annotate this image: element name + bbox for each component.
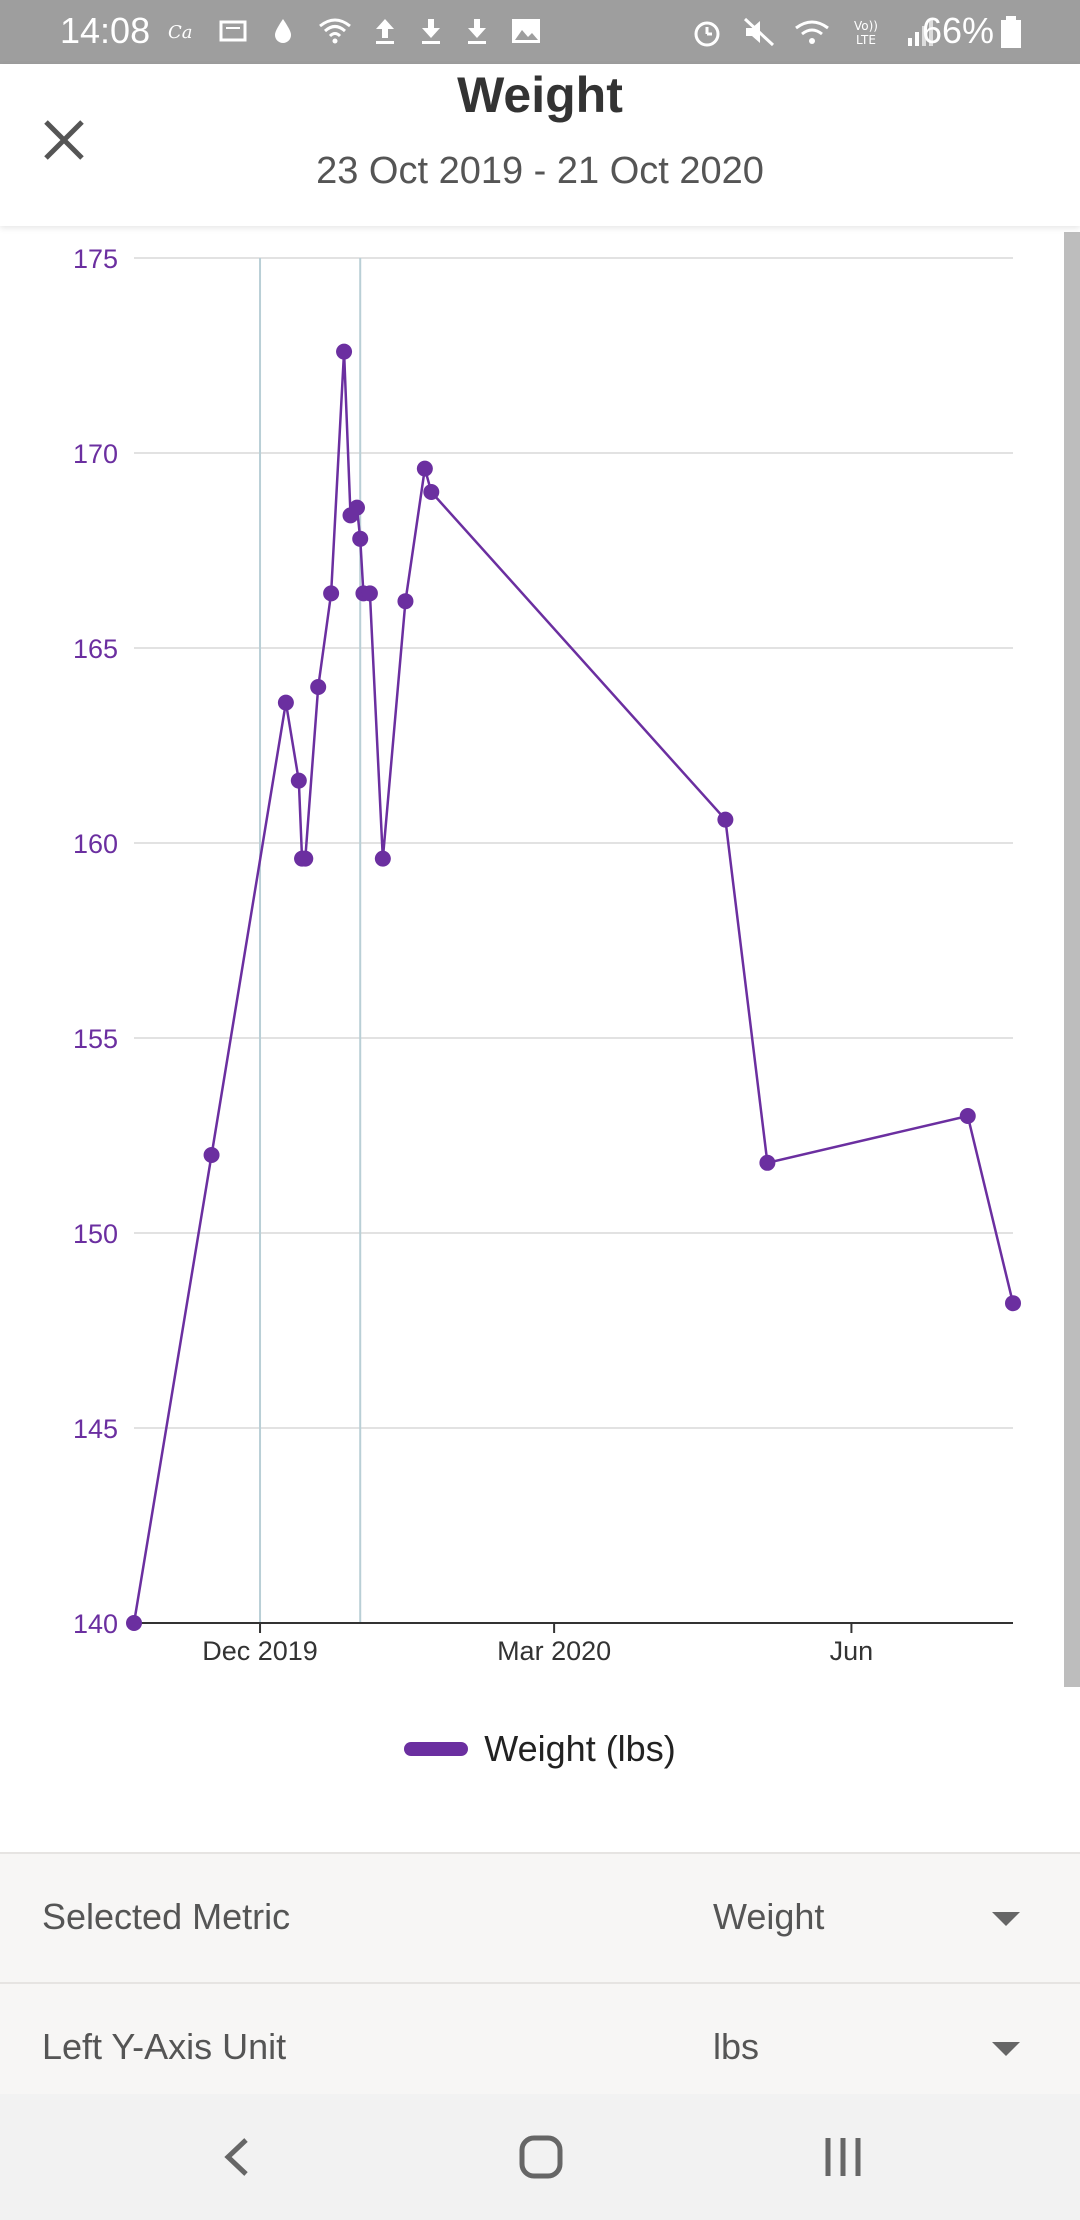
selected-metric-label: Selected Metric	[42, 1896, 291, 1937]
status-bar: 14:08 Ca Vo)) LTE 66%	[0, 0, 1080, 64]
signal-icon	[908, 20, 933, 46]
upload-icon	[376, 19, 394, 44]
dropdown-caret-icon	[992, 2042, 1020, 2056]
left-y-axis-unit-value: lbs	[713, 2026, 760, 2067]
scrollbar[interactable]	[1064, 232, 1080, 1687]
battery-icon	[1001, 16, 1021, 48]
volte-icon: Vo))LTE	[854, 19, 878, 47]
news-icon	[219, 20, 247, 42]
data-point	[374, 850, 391, 867]
wifi-calling-icon	[795, 20, 829, 44]
home-button[interactable]	[506, 2122, 576, 2192]
svg-text:LTE: LTE	[856, 33, 876, 47]
battery-percent: 66%	[922, 10, 995, 51]
y-tick-label: 170	[73, 439, 118, 469]
data-point	[717, 811, 734, 828]
drop-icon	[275, 19, 291, 43]
data-point	[397, 593, 414, 610]
data-point	[416, 460, 433, 477]
page-title: Weight	[457, 67, 623, 123]
data-point	[277, 694, 294, 711]
system-icons: Vo)) LTE	[690, 16, 936, 48]
y-tick-label: 160	[73, 829, 118, 859]
download-icon	[468, 19, 486, 44]
legend-label: Weight (lbs)	[484, 1728, 676, 1769]
dropdown-caret-icon	[992, 1912, 1020, 1926]
data-point	[759, 1154, 776, 1171]
date-range: 23 Oct 2019 - 21 Oct 2020	[316, 150, 764, 192]
y-tick-label: 155	[73, 1024, 118, 1054]
data-point	[1005, 1295, 1021, 1312]
data-point	[323, 585, 340, 602]
back-icon	[224, 2138, 248, 2176]
back-button[interactable]	[204, 2122, 274, 2192]
home-icon	[519, 2135, 563, 2179]
y-tick-label: 165	[73, 634, 118, 664]
y-tick-label: 145	[73, 1414, 118, 1444]
data-point	[352, 530, 369, 547]
data-point	[203, 1147, 220, 1163]
x-tick-label: Mar 2020	[497, 1636, 611, 1666]
app-header: Weight 23 Oct 2019 - 21 Oct 2020	[0, 64, 1080, 226]
recents-button[interactable]	[808, 2122, 878, 2192]
selected-metric-value: Weight	[713, 1896, 825, 1937]
recents-icon	[825, 2138, 861, 2176]
chart-legend: Weight (lbs)	[0, 1728, 1080, 1770]
x-tick-label: Dec 2019	[202, 1636, 318, 1666]
data-point	[126, 1615, 142, 1631]
download-icon	[422, 19, 440, 44]
notification-icons: Ca	[168, 16, 542, 46]
y-tick-label: 140	[73, 1609, 118, 1639]
data-point	[297, 850, 314, 867]
data-point	[423, 484, 440, 500]
data-point	[361, 585, 378, 602]
navigation-bar	[0, 2094, 1080, 2220]
data-point	[310, 679, 327, 695]
data-point	[348, 499, 365, 516]
svg-text:Vo)): Vo))	[854, 19, 878, 33]
mute-icon	[743, 17, 775, 47]
selected-metric-dropdown[interactable]: Selected Metric Weight	[0, 1854, 1080, 1984]
close-icon	[44, 120, 84, 160]
image-icon	[512, 19, 540, 43]
data-point	[290, 772, 307, 789]
status-time: 14:08	[60, 10, 151, 51]
weight-chart[interactable]: 140 145 150 155 160 165 170 175 Dec 2019 Mar 2020…	[0, 226, 1080, 1856]
data-point	[336, 343, 353, 360]
legend-swatch	[404, 1742, 469, 1756]
left-y-axis-unit-label: Left Y-Axis Unit	[42, 2026, 287, 2067]
close-button[interactable]	[36, 112, 92, 168]
alarm-icon	[694, 21, 720, 47]
x-tick-label: Jun	[830, 1636, 874, 1666]
calm-icon: Ca	[168, 22, 193, 43]
y-tick-label: 150	[73, 1219, 118, 1249]
y-tick-label: 175	[73, 244, 118, 274]
svg-text:Ca: Ca	[168, 22, 193, 43]
series-line	[132, 351, 1015, 1624]
chart-settings: Selected Metric Weight Left Y-Axis Unit …	[0, 1852, 1080, 2114]
wifi-icon	[319, 18, 351, 44]
chart-svg: 140 145 150 155 160 165 170 175 Dec 2019 Mar 2020…	[73, 244, 1021, 1666]
data-point	[959, 1108, 976, 1124]
